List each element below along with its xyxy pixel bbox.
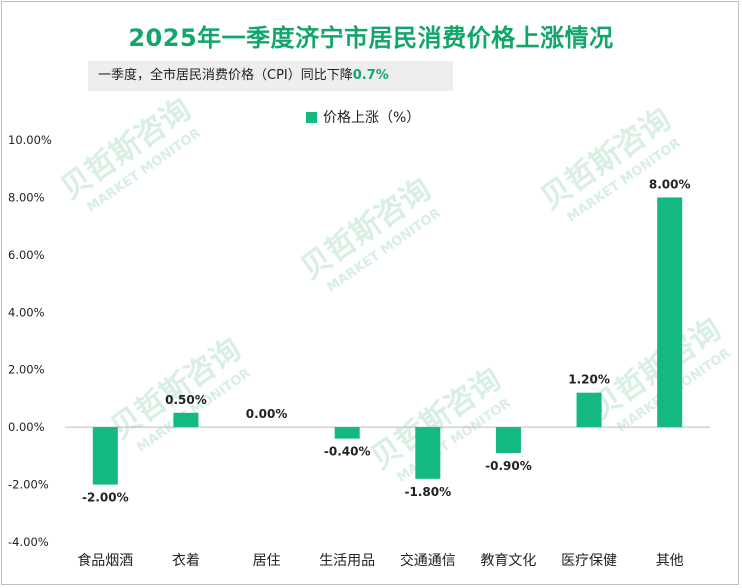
bar — [576, 392, 602, 428]
x-category-label: 教育文化 — [480, 553, 536, 569]
x-category-label: 医疗保健 — [561, 553, 617, 569]
y-tick-label: 2.00% — [8, 363, 45, 377]
axis-layer: -4.00% -2.00% 0.00% 2.00% 4.00% 6.00% 8.00% 10.… — [8, 133, 710, 569]
bar — [657, 197, 683, 428]
bar — [415, 427, 441, 479]
y-tick-label: 4.00% — [8, 305, 45, 319]
x-category-label: 交通通信 — [400, 552, 456, 569]
data-label: 0.00% — [246, 407, 288, 421]
data-label: 0.50% — [165, 393, 207, 407]
data-label: -1.80% — [405, 485, 452, 499]
bar — [92, 427, 118, 485]
y-tick-label: 0.00% — [8, 420, 45, 434]
y-tick-label: -2.00% — [8, 478, 49, 492]
chart-title: 2025年一季度济宁市居民消费价格上涨情况 — [128, 24, 614, 52]
data-label: -0.90% — [485, 459, 532, 473]
subtitle-value: 0.7% — [352, 68, 389, 83]
bar — [334, 427, 360, 439]
bar — [173, 412, 199, 428]
legend-swatch — [306, 111, 317, 123]
data-label: 1.20% — [568, 373, 610, 387]
legend-label: 价格上涨（%） — [323, 110, 421, 126]
y-tick-label: 10.00% — [8, 133, 52, 147]
data-label: -0.40% — [324, 445, 371, 459]
x-category-label: 其他 — [656, 553, 684, 569]
legend: 价格上涨（%） — [306, 108, 420, 126]
data-label: 8.00% — [649, 177, 691, 191]
y-tick-label: 8.00% — [8, 190, 45, 204]
y-tick-label: -4.00% — [8, 535, 49, 549]
data-label: -2.00% — [82, 491, 129, 505]
subtitle-box: 一季度，全市居民消费价格（CPI）同比下降0.7% — [88, 61, 453, 91]
bar — [495, 427, 521, 453]
bar-layer: -2.00% 0.50% 0.00% -0.40% -1.80% -0.90% 1.20% 8… — [82, 177, 691, 504]
x-category-label: 食品烟酒 — [77, 552, 133, 569]
y-tick-label: 6.00% — [8, 248, 45, 262]
x-category-label: 居住 — [253, 553, 281, 569]
subtitle-text: 一季度，全市居民消费价格（CPI）同比下降 — [98, 68, 353, 83]
x-category-label: 衣着 — [172, 553, 200, 569]
x-category-label: 生活用品 — [319, 553, 375, 569]
